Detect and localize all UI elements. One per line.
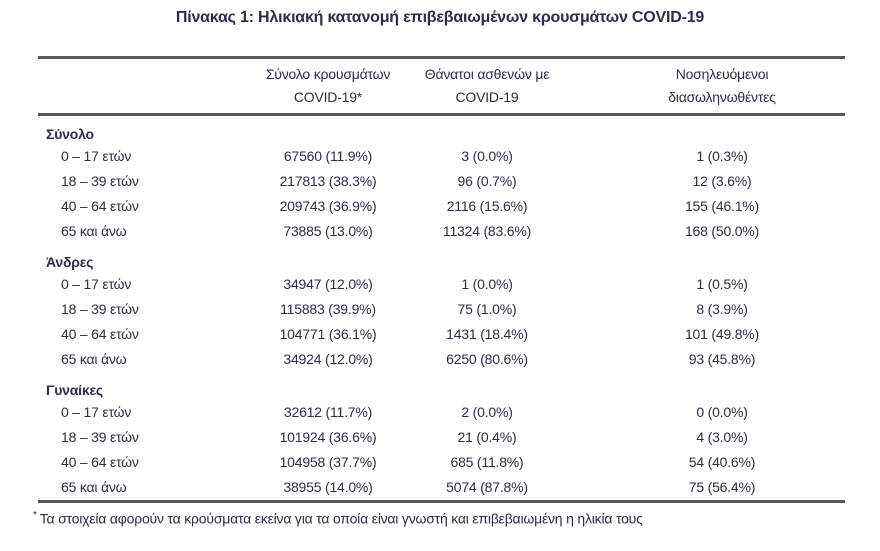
intubated-value: 12 (3.6%) xyxy=(692,173,752,189)
table-header-row: Σύνολο κρουσμάτων COVID-19* Θάνατοι ασθε… xyxy=(38,59,845,116)
cases-value: 209743 (36.9%) xyxy=(279,198,377,214)
column-header-deaths-line2: COVID-19 xyxy=(455,89,519,105)
deaths-value: 1 (0.0%) xyxy=(461,276,513,292)
cases-value: 104958 (37.7%) xyxy=(279,454,377,470)
deaths-value: 685 (11.8%) xyxy=(450,454,524,470)
gap-cell xyxy=(566,425,599,450)
gap-cell xyxy=(566,450,599,475)
deaths-value: 3 (0.0%) xyxy=(461,148,513,164)
table-row: 40 – 64 ετών 209743 (36.9%) 2116 (15.6%) 15… xyxy=(38,194,845,219)
table-title: Πίνακας 1: Ηλικιακή κατανομή επιβεβαιωμέ… xyxy=(175,9,705,26)
cases-value: 115883 (39.9%) xyxy=(280,301,376,317)
gap-cell xyxy=(566,475,599,500)
deaths-value: 5074 (87.8%) xyxy=(446,479,528,495)
section-label: Άνδρες xyxy=(46,254,94,270)
cases-value: 32612 (11.7%) xyxy=(283,404,373,420)
age-group-label: 18 – 39 ετών xyxy=(61,429,139,445)
age-group-label: 0 – 17 ετών xyxy=(61,148,132,164)
deaths-value: 11324 (83.6%) xyxy=(442,223,532,239)
age-group-label: 65 και άνω xyxy=(61,223,127,239)
section-label: Σύνολο xyxy=(46,126,94,142)
section-row: Άνδρες xyxy=(38,244,845,272)
age-group-label: 40 – 64 ετών xyxy=(61,198,139,214)
gap-cell xyxy=(566,322,599,347)
intubated-value: 93 (45.8%) xyxy=(688,351,756,367)
cases-value: 38955 (14.0%) xyxy=(283,479,373,495)
table-body: Σύνολο 0 – 17 ετών 67560 (11.9%) 3 (0.0%) 1 … xyxy=(38,116,845,500)
cases-value: 67560 (11.9%) xyxy=(283,148,373,164)
deaths-value: 2 (0.0%) xyxy=(461,404,513,420)
table-row: 18 – 39 ετών 101924 (36.6%) 21 (0.4%) 4 (3.… xyxy=(38,425,845,450)
deaths-value: 75 (1.0%) xyxy=(457,301,517,317)
footnote-asterisk: * xyxy=(33,510,37,521)
deaths-value: 96 (0.7%) xyxy=(457,173,517,189)
column-header-intubated: Νοσηλευόμενοι διασωληνωθέντες xyxy=(599,63,845,109)
column-header-intubated-line1: Νοσηλευόμενοι xyxy=(675,66,769,82)
column-header-deaths: Θάνατοι ασθενών με COVID-19 xyxy=(408,63,566,109)
age-group-label: 18 – 39 ετών xyxy=(61,173,139,189)
cases-value: 73885 (13.0%) xyxy=(283,223,373,239)
deaths-value: 6250 (80.6%) xyxy=(446,351,528,367)
table-row: 40 – 64 ετών 104771 (36.1%) 1431 (18.4%) 10… xyxy=(38,322,845,347)
footnote: * Τα στοιχεία αφορούν τα κρούσματα εκείνα… xyxy=(33,507,880,528)
header-gap-cell xyxy=(566,63,599,109)
header-spacer-cell xyxy=(38,63,248,109)
gap-cell xyxy=(566,400,599,425)
cases-value: 34947 (12.0%) xyxy=(283,276,373,292)
deaths-value: 21 (0.4%) xyxy=(457,429,517,445)
gap-cell xyxy=(566,144,599,169)
section-row: Σύνολο xyxy=(38,116,845,144)
age-group-label: 40 – 64 ετών xyxy=(61,326,139,342)
table-row: 65 και άνω 34924 (12.0%) 6250 (80.6%) 93 (4… xyxy=(38,347,845,372)
column-header-cases-line2: COVID-19* xyxy=(293,89,363,105)
column-header-cases-line1: Σύνολο κρουσμάτων xyxy=(265,66,391,82)
intubated-value: 4 (3.0%) xyxy=(696,429,748,445)
deaths-value: 1431 (18.4%) xyxy=(446,326,528,342)
gap-cell xyxy=(566,347,599,372)
table-row: 40 – 64 ετών 104958 (37.7%) 685 (11.8%) 54 … xyxy=(38,450,845,475)
gap-cell xyxy=(566,169,599,194)
intubated-value: 8 (3.9%) xyxy=(696,301,748,317)
gap-cell xyxy=(566,219,599,244)
age-group-label: 40 – 64 ετών xyxy=(61,454,139,470)
intubated-value: 168 (50.0%) xyxy=(684,223,760,239)
age-group-label: 0 – 17 ετών xyxy=(61,404,132,420)
table-row: 0 – 17 ετών 67560 (11.9%) 3 (0.0%) 1 (0.3%) xyxy=(38,144,845,169)
table-row: 65 και άνω 73885 (13.0%) 11324 (83.6%) 168 … xyxy=(38,219,845,244)
deaths-value: 2116 (15.6%) xyxy=(446,198,528,214)
table-row: 0 – 17 ετών 32612 (11.7%) 2 (0.0%) 0 (0.0%) xyxy=(38,400,845,425)
column-header-cases: Σύνολο κρουσμάτων COVID-19* xyxy=(248,63,408,109)
footnote-text: Τα στοιχεία αφορούν τα κρούσματα εκείνα … xyxy=(39,510,643,527)
cases-value: 34924 (12.0%) xyxy=(283,351,373,367)
intubated-value: 1 (0.3%) xyxy=(696,148,748,164)
table-row: 65 και άνω 38955 (14.0%) 5074 (87.8%) 75 (5… xyxy=(38,475,845,500)
covid-age-distribution-table: Σύνολο κρουσμάτων COVID-19* Θάνατοι ασθε… xyxy=(38,56,845,503)
intubated-value: 75 (56.4%) xyxy=(688,479,756,495)
age-group-label: 65 και άνω xyxy=(61,479,127,495)
section-label: Γυναίκες xyxy=(46,382,103,398)
age-group-label: 0 – 17 ετών xyxy=(61,276,132,292)
cases-value: 217813 (38.3%) xyxy=(279,173,377,189)
intubated-value: 0 (0.0%) xyxy=(696,404,748,420)
gap-cell xyxy=(566,297,599,322)
table-row: 18 – 39 ετών 217813 (38.3%) 96 (0.7%) 12 (3… xyxy=(38,169,845,194)
column-header-deaths-line1: Θάνατοι ασθενών με xyxy=(424,66,550,82)
column-header-intubated-line2: διασωληνωθέντες xyxy=(668,89,776,105)
cases-value: 101924 (36.6%) xyxy=(279,429,377,445)
gap-cell xyxy=(566,194,599,219)
cases-value: 104771 (36.1%) xyxy=(279,326,377,342)
table-row: 18 – 39 ετών 115883 (39.9%) 75 (1.0%) 8 (3.… xyxy=(38,297,845,322)
intubated-value: 101 (49.8%) xyxy=(684,326,760,342)
table-row: 0 – 17 ετών 34947 (12.0%) 1 (0.0%) 1 (0.5%) xyxy=(38,272,845,297)
gap-cell xyxy=(566,272,599,297)
section-row: Γυναίκες xyxy=(38,372,845,400)
intubated-value: 155 (46.1%) xyxy=(684,198,760,214)
age-group-label: 65 και άνω xyxy=(61,351,127,367)
age-group-label: 18 – 39 ετών xyxy=(61,301,139,317)
intubated-value: 1 (0.5%) xyxy=(696,276,748,292)
intubated-value: 54 (40.6%) xyxy=(688,454,756,470)
